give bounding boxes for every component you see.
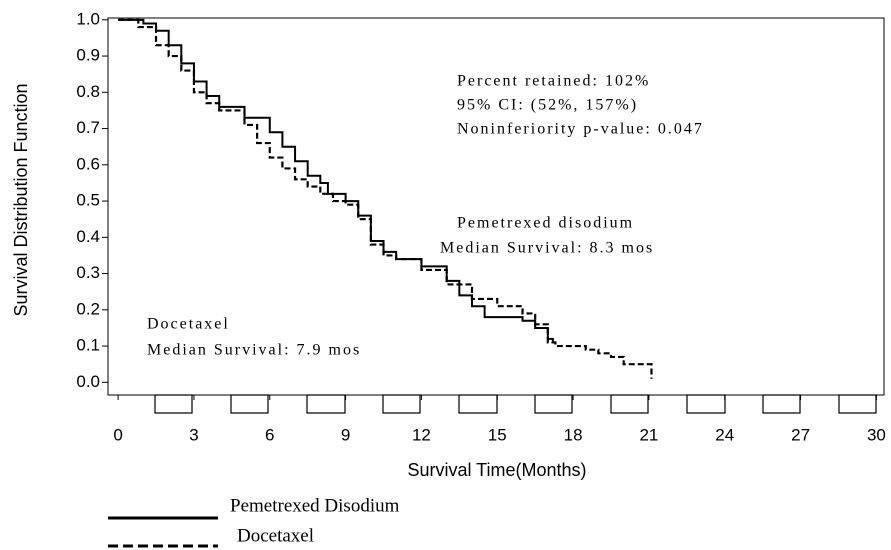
y-tick-label: 0.8 (76, 82, 100, 101)
survival-curve (118, 18, 653, 379)
axis-boxes (154, 394, 877, 414)
annotation: Docetaxel (147, 316, 230, 333)
x-tick-label: 9 (341, 425, 350, 444)
y-tick-label: 1.0 (76, 9, 100, 28)
y-tick-label: 0.2 (76, 299, 100, 318)
x-tick-label: 0 (113, 425, 122, 444)
annotation: Median Survival: 8.3 mos (440, 240, 654, 257)
legend-label: Docetaxel (237, 525, 314, 546)
x-tick-label: 18 (564, 425, 583, 444)
y-tick-label: 0.6 (76, 154, 100, 173)
x-tick-label: 27 (791, 425, 810, 444)
x-tick-label: 12 (412, 425, 431, 444)
x-axis-label: Survival Time(Months) (407, 460, 586, 480)
y-tick-label: 0.5 (76, 191, 100, 210)
annotation: Noninferiority p-value: 0.047 (457, 121, 704, 138)
x-tick-label: 6 (265, 425, 274, 444)
annotation: Pemetrexed disodium (457, 215, 634, 232)
annotation: 95% CI: (52%, 157%) (457, 97, 638, 114)
x-tick-label: 24 (715, 425, 734, 444)
y-tick-label: 0.9 (76, 46, 100, 65)
x-tick-label: 15 (488, 425, 507, 444)
annotation: Percent retained: 102% (457, 73, 650, 90)
y-tick-label: 0.3 (76, 263, 100, 282)
survival-curve (118, 18, 554, 343)
y-tick-label: 0.4 (76, 227, 100, 246)
y-tick-label: 0.0 (76, 372, 100, 391)
y-tick-label: 0.7 (76, 118, 100, 137)
y-axis-label: Survival Distribution Function (11, 83, 31, 316)
x-tick-label: 30 (867, 425, 886, 444)
y-tick-label: 0.1 (76, 336, 100, 355)
x-tick-label: 3 (189, 425, 198, 444)
annotation: Median Survival: 7.9 mos (147, 342, 361, 359)
legend-label: Pemetrexed Disodium (230, 495, 400, 516)
x-tick-label: 21 (639, 425, 658, 444)
